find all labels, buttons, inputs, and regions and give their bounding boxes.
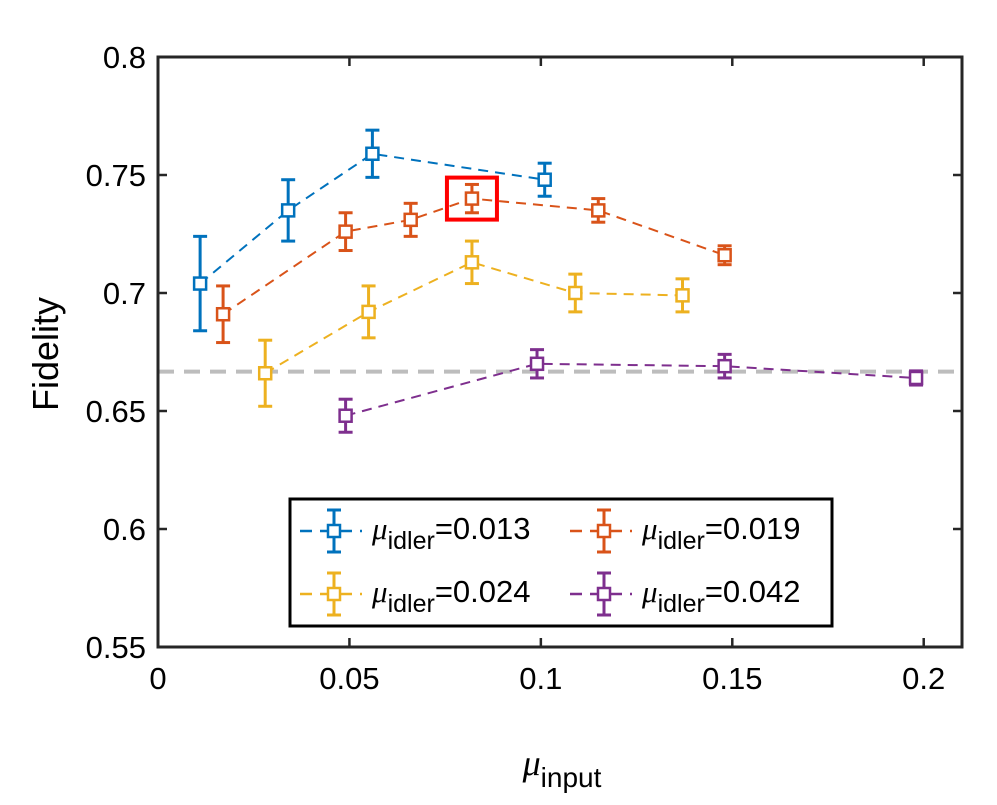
legend-marker — [596, 523, 612, 539]
data-point — [529, 356, 545, 372]
data-point — [675, 288, 690, 303]
legend-box — [288, 497, 834, 628]
data-point — [717, 247, 732, 263]
x-axis-title-symbol: μ — [522, 743, 541, 783]
data-point — [338, 224, 353, 239]
data-point — [192, 276, 208, 291]
y-tick-label: 0.7 — [103, 276, 146, 311]
legend-entry-2: μidler=0.019 — [570, 508, 801, 555]
series-line — [264, 261, 683, 375]
legend-entry-3: μidler=0.024 — [300, 571, 531, 618]
legend-entry-1: μidler=0.013 — [300, 508, 531, 555]
legend-label: μidler=0.013 — [371, 511, 531, 555]
series-1 — [192, 128, 552, 333]
y-tick-label: 0.6 — [103, 512, 146, 547]
legend-label-value: =0.024 — [435, 574, 531, 609]
x-tick-label: 0.05 — [319, 661, 379, 696]
y-tick-label: 0.75 — [86, 158, 146, 193]
series-line — [199, 152, 545, 285]
legend-marker — [596, 586, 612, 602]
legend-marker — [326, 523, 342, 539]
axes-frame — [156, 55, 964, 649]
legend-label-subscript: idler — [388, 527, 435, 555]
y-axis-title: Fidelity — [25, 297, 66, 411]
legend-label-subscript: idler — [388, 590, 435, 618]
legend-label: μidler=0.019 — [641, 511, 801, 555]
legend-entry-4: μidler=0.042 — [570, 571, 801, 618]
data-point — [280, 203, 296, 218]
legend-label-subscript: idler — [658, 527, 705, 555]
y-tick-label: 0.55 — [86, 630, 146, 665]
series-4 — [338, 348, 924, 434]
legend-label-value: =0.042 — [705, 574, 801, 609]
series-line — [345, 362, 917, 417]
data-point — [365, 146, 380, 162]
data-point — [464, 255, 480, 270]
x-tick-label: 0.15 — [702, 661, 762, 696]
legend-label-symbol: μ — [641, 511, 658, 546]
series-line — [222, 197, 725, 316]
data-point — [717, 358, 732, 374]
x-axis-title-subscript: input — [541, 762, 602, 793]
series-3 — [257, 239, 690, 408]
data-point — [568, 285, 583, 301]
plot-layer: 0 0.05 0.1 0.15 0.2 0.55 0.6 0.65 0.7 0.75 0.8 — [86, 40, 964, 696]
data-point — [215, 306, 231, 322]
data-point — [338, 408, 353, 423]
data-point — [591, 203, 606, 218]
data-point — [257, 365, 273, 381]
legend-label-symbol: μ — [641, 574, 658, 609]
highlight-box — [444, 175, 499, 222]
legend-label-symbol: μ — [371, 511, 388, 546]
x-tick-label: 0.2 — [902, 661, 945, 696]
x-tick-label: 0 — [149, 661, 166, 696]
legend-label: μidler=0.042 — [641, 574, 801, 618]
x-axis-title: μinput — [522, 743, 602, 793]
data-point — [464, 191, 480, 206]
y-tick-label: 0.8 — [103, 40, 146, 75]
x-tick-label: 0.1 — [519, 661, 562, 696]
legend-label-value: =0.013 — [435, 511, 531, 546]
data-point — [908, 370, 924, 386]
series-2 — [215, 182, 732, 345]
data-point — [537, 172, 552, 187]
y-tick-label: 0.65 — [86, 394, 146, 429]
legend-label-symbol: μ — [371, 574, 388, 609]
data-point — [361, 304, 376, 320]
legend-marker — [326, 586, 342, 602]
legend-label-subscript: idler — [658, 590, 705, 618]
data-point — [403, 212, 418, 228]
legend-label: μidler=0.024 — [371, 574, 531, 618]
legend-label-value: =0.019 — [705, 511, 801, 546]
